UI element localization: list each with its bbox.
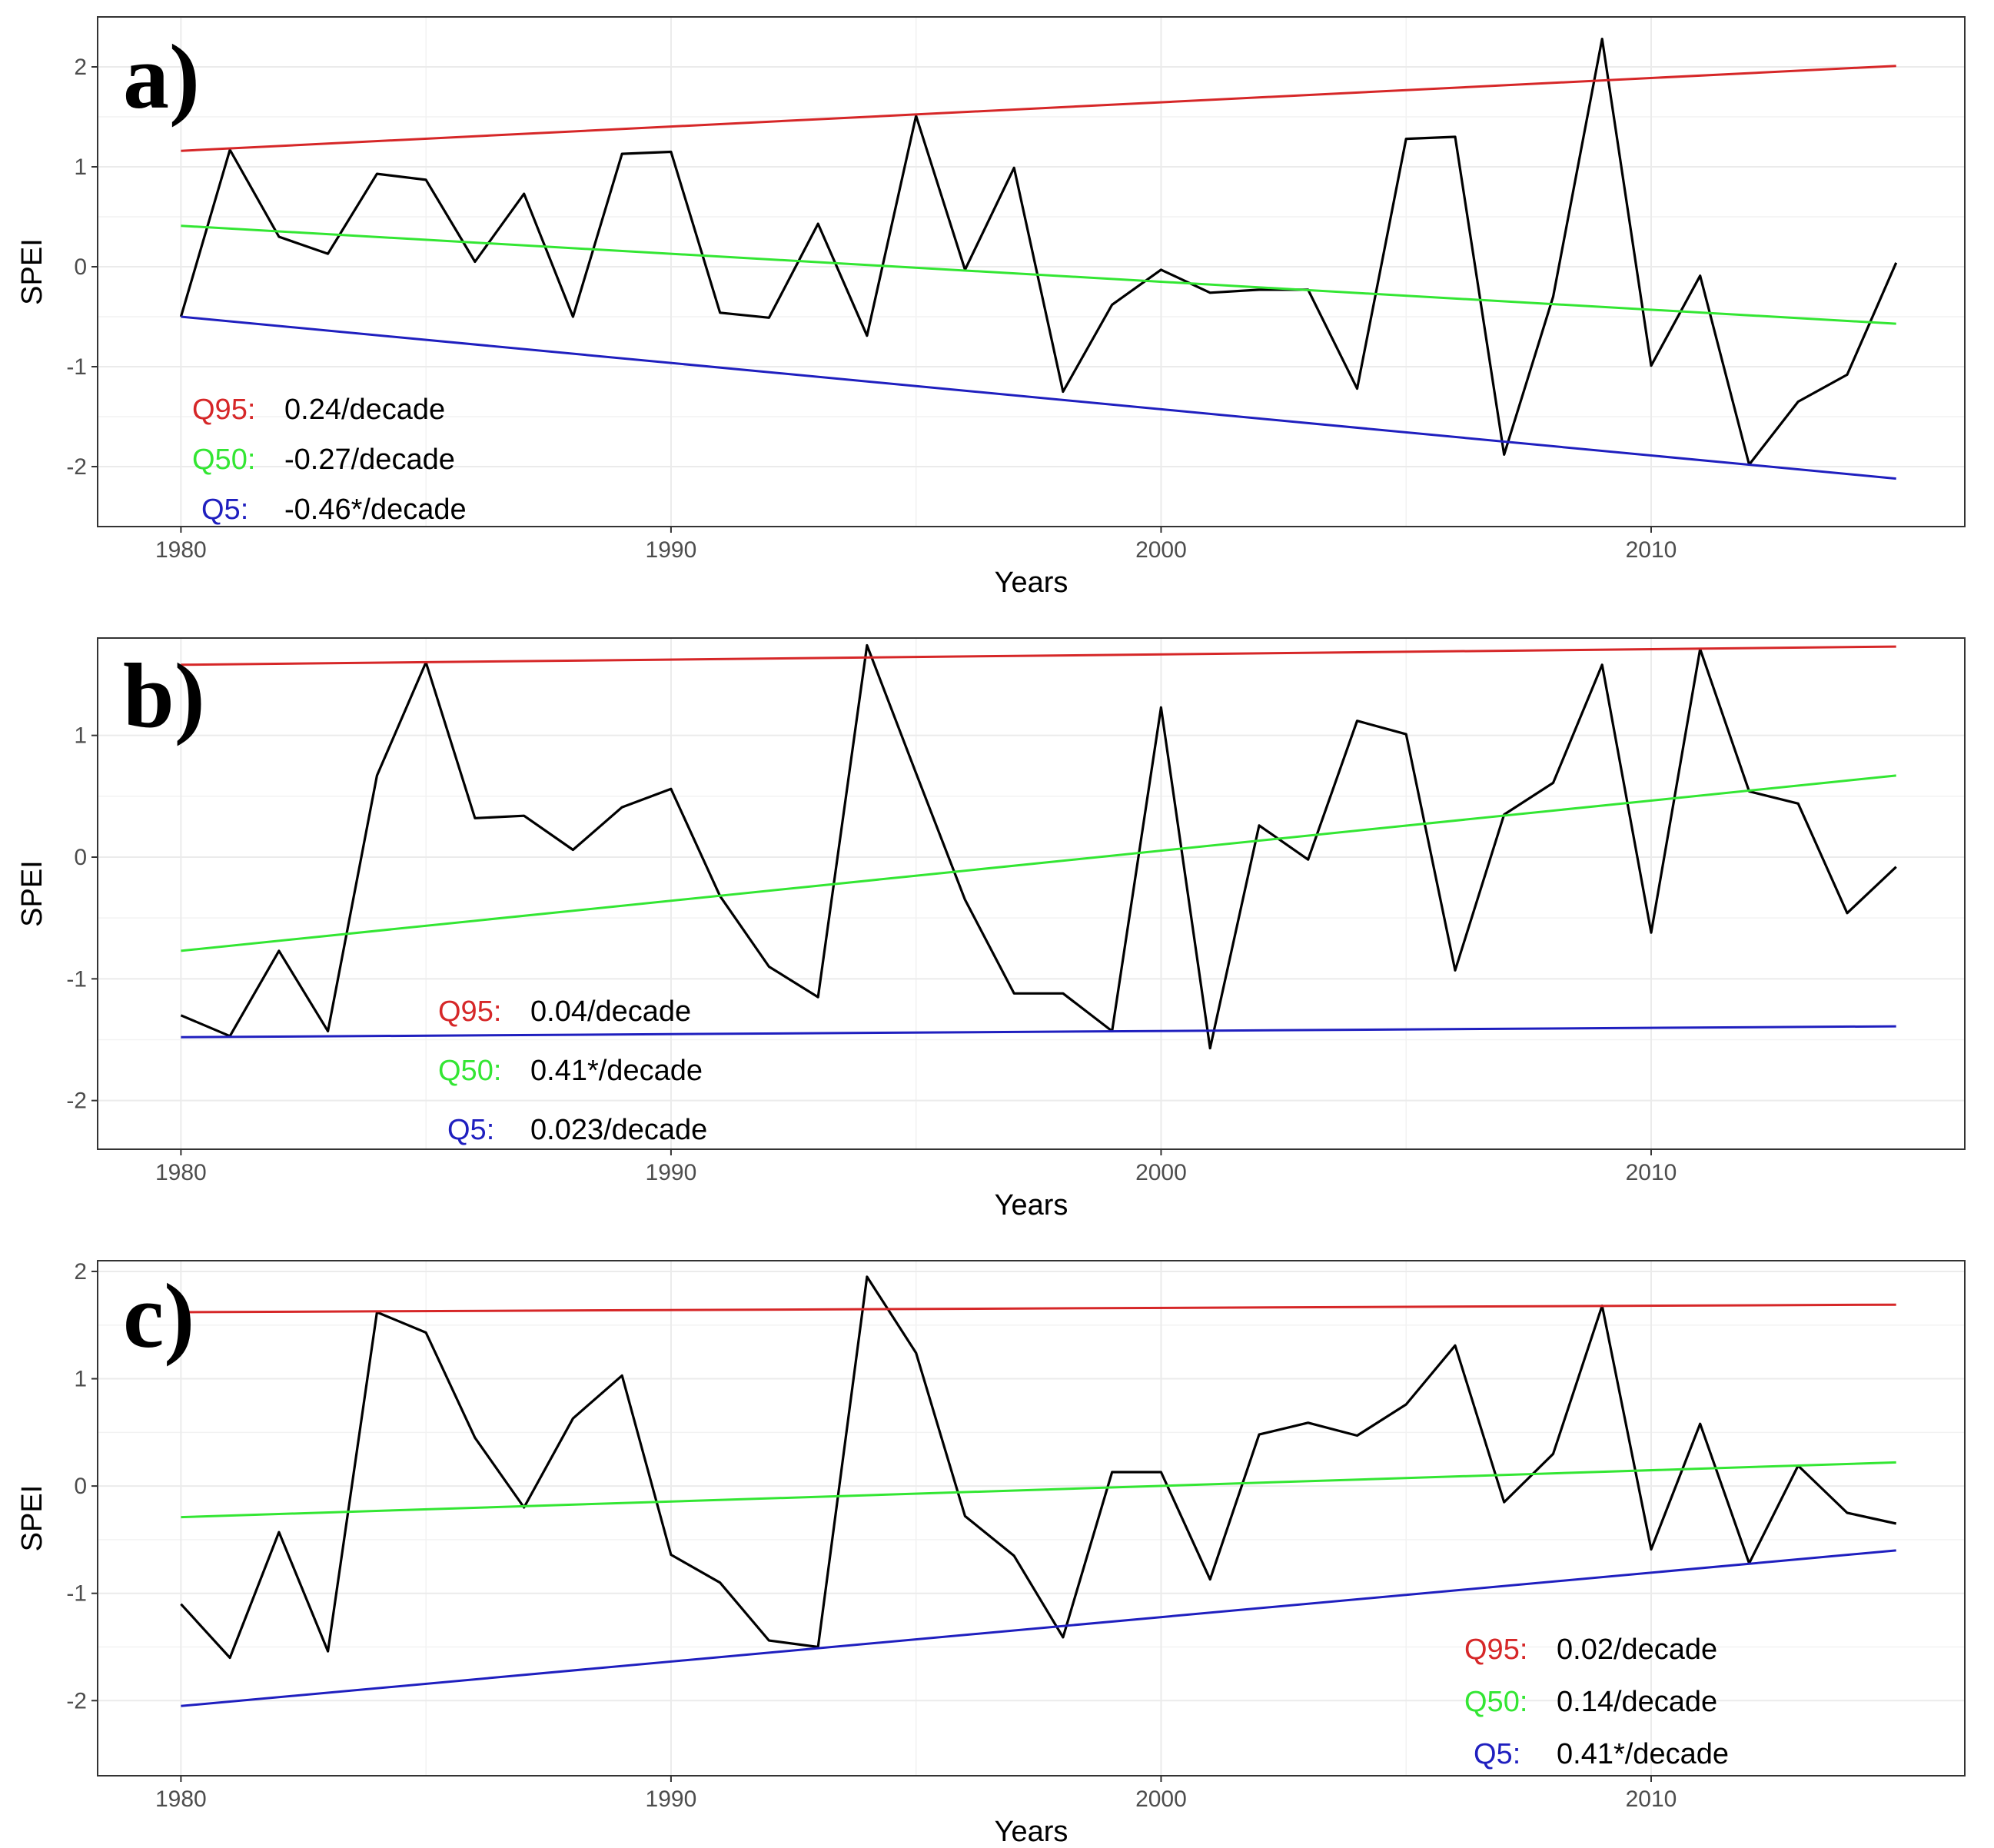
y-tick-label: 2	[74, 55, 87, 80]
y-tick-label: 1	[74, 723, 87, 749]
x-axis-title: Years	[995, 1816, 1068, 1848]
y-tick-label: 0	[74, 254, 87, 280]
y-tick-label: -2	[66, 454, 87, 480]
y-tick-label: -1	[66, 1581, 87, 1607]
legend-value-q50: -0.27/decade	[284, 444, 455, 476]
legend-key-q95: Q95:	[1464, 1634, 1527, 1666]
y-tick-label: 2	[74, 1259, 87, 1285]
x-tick-label: 1980	[155, 1787, 207, 1812]
x-tick-label: 2010	[1626, 1787, 1677, 1812]
series-line-q95	[181, 65, 1896, 152]
series-line-q5	[181, 1549, 1896, 1707]
series-line-q5	[181, 315, 1896, 480]
x-tick-label: 2010	[1626, 1160, 1677, 1185]
legend-value-q95: 0.02/decade	[1557, 1634, 1717, 1666]
legend-key-q50: Q50:	[192, 444, 255, 476]
panel-label: c)	[123, 1265, 194, 1367]
x-tick-label: 1980	[155, 537, 207, 563]
legend-key-q95: Q95:	[192, 394, 255, 426]
panel-border	[97, 1260, 1966, 1777]
legend-value-q5: 0.41*/decade	[1557, 1738, 1729, 1770]
legend-key-q5: Q5:	[447, 1114, 494, 1146]
legend-value-q50: 0.14/decade	[1557, 1686, 1717, 1718]
x-axis-title: Years	[995, 567, 1068, 599]
panel-border	[97, 16, 1966, 527]
y-tick-label: -2	[66, 1089, 87, 1114]
legend-key-q5: Q5:	[1474, 1738, 1520, 1770]
y-axis-title: SPEI	[16, 1485, 48, 1552]
y-tick-label: 0	[74, 1474, 87, 1499]
series-line-q50	[181, 1461, 1896, 1519]
y-axis-title: SPEI	[16, 238, 48, 305]
x-tick-label: 2000	[1135, 1787, 1187, 1812]
y-tick-label: 0	[74, 845, 87, 870]
series-line-spei	[180, 1275, 1897, 1660]
series-line-q5	[181, 1025, 1896, 1039]
y-tick-label: 1	[74, 1367, 87, 1392]
panel-b: 1980 1990 2000 2010 -2 -1 0 1 Years SPEI b) Q95: 0.0…	[16, 637, 1966, 1221]
y-tick-label: 1	[74, 155, 87, 180]
legend-key-q50: Q50:	[1464, 1686, 1527, 1718]
panel-label: b)	[123, 644, 205, 746]
x-tick-label: 1980	[155, 1160, 207, 1185]
x-tick-label: 2010	[1626, 537, 1677, 563]
legend-value-q5: 0.023/decade	[530, 1114, 707, 1146]
y-tick-label: -1	[66, 354, 87, 380]
x-tick-label: 2000	[1135, 1160, 1187, 1185]
legend-key-q5: Q5:	[201, 494, 248, 526]
y-axis-title: SPEI	[16, 860, 48, 927]
series-line-q95	[181, 1303, 1896, 1314]
legend-key-q50: Q50:	[438, 1055, 501, 1087]
legend-value-q5: -0.46*/decade	[284, 494, 467, 526]
panel-border	[97, 637, 1966, 1150]
panel-a: 1980 1990 2000 2010 -2 -1 0 1 2 Years SPEI a) Q95: 0.…	[16, 16, 1966, 599]
legend-value-q50: 0.41*/decade	[530, 1055, 703, 1087]
series-line-spei	[180, 643, 1897, 1050]
x-tick-label: 1990	[646, 1787, 697, 1812]
panel-label: a)	[123, 25, 200, 128]
series-line-q50	[181, 224, 1896, 325]
legend-value-q95: 0.24/decade	[284, 394, 445, 426]
panel-c: 1980 1990 2000 2010 -2 -1 0 1 2 Years SPEI c) Q95: 0.…	[16, 1259, 1966, 1848]
legend-key-q95: Q95:	[438, 995, 501, 1028]
series-line-q95	[181, 645, 1896, 666]
series-line-spei	[179, 37, 1898, 467]
x-tick-label: 2000	[1135, 537, 1187, 563]
x-tick-label: 1990	[646, 1160, 697, 1185]
x-axis-title: Years	[995, 1189, 1068, 1221]
series-line-q50	[181, 774, 1896, 952]
y-tick-label: -1	[66, 966, 87, 992]
legend-value-q95: 0.04/decade	[530, 995, 691, 1028]
x-tick-label: 1990	[646, 537, 697, 563]
y-tick-label: -2	[66, 1688, 87, 1713]
